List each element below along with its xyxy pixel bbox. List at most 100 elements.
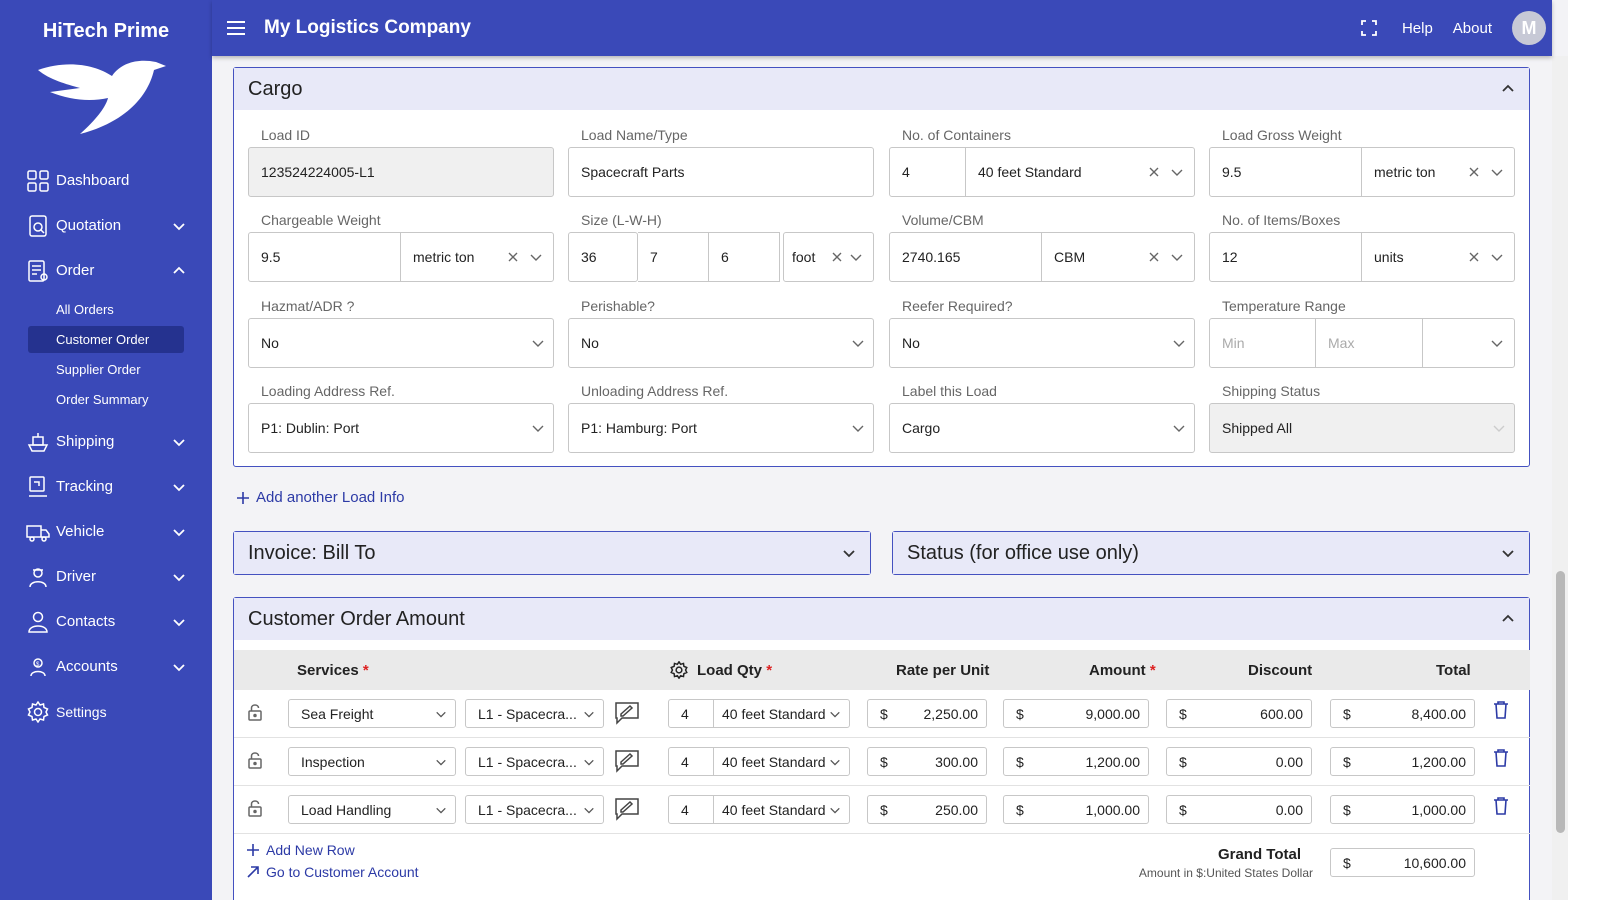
status-panel-header[interactable]: Status (for office use only)	[893, 532, 1529, 574]
currency-symbol: $	[1179, 801, 1187, 818]
submenu-order-summary[interactable]: Order Summary	[56, 392, 149, 407]
rate-input[interactable]: $250.00	[867, 795, 987, 824]
clear-icon[interactable]	[831, 251, 843, 263]
sidebar-item-label: Order	[56, 262, 95, 279]
scrollbar-thumb[interactable]	[1556, 571, 1565, 833]
unloading-address-select[interactable]: P1: Hamburg: Port	[568, 403, 874, 453]
discount-input[interactable]: $0.00	[1166, 795, 1312, 824]
gross-weight-unit-select[interactable]: metric ton	[1362, 148, 1514, 196]
load-name-input[interactable]: Spacecraft Parts	[568, 147, 874, 197]
service-select[interactable]: Inspection	[288, 747, 456, 776]
gear-icon[interactable]	[670, 661, 688, 679]
note-edit-icon[interactable]	[614, 797, 640, 821]
fullscreen-icon[interactable]	[1360, 19, 1378, 37]
volume-value-input[interactable]: 2740.165	[890, 233, 1042, 281]
discount-input[interactable]: $600.00	[1166, 699, 1312, 728]
help-link[interactable]: Help	[1401, 19, 1433, 37]
label-load-select[interactable]: Cargo	[889, 403, 1195, 453]
delete-icon[interactable]	[1492, 796, 1510, 816]
containers-qty-input[interactable]: 4	[890, 148, 966, 196]
sidebar-item-contacts[interactable]: Contacts	[0, 599, 212, 644]
submenu-customer-order[interactable]: Customer Order	[28, 326, 184, 353]
sidebar-item-label: Tracking	[56, 478, 113, 495]
amount-input[interactable]: $1,000.00	[1003, 795, 1149, 824]
unit-select[interactable]: 40 feet Standard	[713, 699, 850, 728]
chargeable-weight-value-input[interactable]: 9.5	[249, 233, 401, 281]
unit-select[interactable]: 40 feet Standard	[713, 747, 850, 776]
delete-icon[interactable]	[1492, 700, 1510, 720]
gross-weight-value-input[interactable]: 9.5	[1210, 148, 1362, 196]
clear-icon[interactable]	[1468, 251, 1480, 263]
qty-input[interactable]: 4	[668, 699, 714, 728]
sidebar-item-vehicle[interactable]: Vehicle	[0, 509, 212, 554]
invoice-panel[interactable]: Invoice: Bill To	[233, 531, 871, 575]
hazmat-select[interactable]: No	[248, 318, 554, 368]
chevron-up-icon[interactable]	[1501, 612, 1515, 626]
amount-input[interactable]: $1,200.00	[1003, 747, 1149, 776]
size-length-input[interactable]: 36	[568, 232, 638, 282]
vertical-scrollbar[interactable]	[1552, 56, 1568, 900]
sidebar-item-shipping[interactable]: Shipping	[0, 419, 212, 464]
temperature-unit-select[interactable]	[1423, 319, 1514, 367]
load-select[interactable]: L1 - Spacecra...	[465, 747, 604, 776]
temperature-min-input[interactable]: Min	[1210, 319, 1316, 367]
amount-input[interactable]: $9,000.00	[1003, 699, 1149, 728]
currency-symbol: $	[1016, 753, 1024, 770]
load-select[interactable]: L1 - Spacecra...	[465, 699, 604, 728]
unit-select[interactable]: 40 feet Standard	[713, 795, 850, 824]
submenu-all-orders[interactable]: All Orders	[56, 302, 114, 317]
bird-logo-icon	[38, 60, 166, 134]
submenu-supplier-order[interactable]: Supplier Order	[56, 362, 141, 377]
lock-icon[interactable]	[244, 797, 266, 819]
status-panel[interactable]: Status (for office use only)	[892, 531, 1530, 575]
about-link[interactable]: About	[1452, 19, 1492, 37]
load-select[interactable]: L1 - Spacecra...	[465, 795, 604, 824]
sidebar-item-quotation[interactable]: Quotation	[0, 203, 212, 248]
chevron-up-icon[interactable]	[1501, 82, 1515, 96]
label-load-value: Cargo	[902, 420, 941, 436]
add-load-link[interactable]: Add another Load Info	[236, 489, 404, 506]
note-edit-icon[interactable]	[614, 749, 640, 773]
perishable-field: Perishable? No	[568, 298, 874, 370]
service-select[interactable]: Sea Freight	[288, 699, 456, 728]
go-customer-account-link[interactable]: Go to Customer Account	[246, 864, 419, 880]
temperature-max-input[interactable]: Max	[1316, 319, 1423, 367]
order-amount-header[interactable]: Customer Order Amount	[234, 598, 1529, 640]
cargo-panel-header[interactable]: Cargo	[234, 68, 1529, 110]
note-edit-icon[interactable]	[614, 701, 640, 725]
clear-icon[interactable]	[1148, 166, 1160, 178]
clear-icon[interactable]	[507, 251, 519, 263]
perishable-select[interactable]: No	[568, 318, 874, 368]
lock-icon[interactable]	[244, 749, 266, 771]
chargeable-weight-unit-select[interactable]: metric ton	[401, 233, 553, 281]
sidebar-item-driver[interactable]: Driver	[0, 554, 212, 599]
reefer-select[interactable]: No	[889, 318, 1195, 368]
items-value-input[interactable]: 12	[1210, 233, 1362, 281]
rate-input[interactable]: $300.00	[867, 747, 987, 776]
clear-icon[interactable]	[1468, 166, 1480, 178]
qty-input[interactable]: 4	[668, 795, 714, 824]
invoice-panel-header[interactable]: Invoice: Bill To	[234, 532, 870, 574]
qty-input[interactable]: 4	[668, 747, 714, 776]
sidebar-item-accounts[interactable]: $ Accounts	[0, 644, 212, 689]
sidebar-item-order[interactable]: Order	[0, 248, 212, 293]
volume-unit-select[interactable]: CBM	[1042, 233, 1194, 281]
size-width-input[interactable]: 7	[638, 232, 709, 282]
add-row-link[interactable]: Add New Row	[246, 842, 355, 858]
delete-icon[interactable]	[1492, 748, 1510, 768]
size-unit-select[interactable]: foot	[783, 232, 874, 282]
rate-input[interactable]: $2,250.00	[867, 699, 987, 728]
service-select[interactable]: Load Handling	[288, 795, 456, 824]
avatar[interactable]: M	[1512, 11, 1546, 45]
hamburger-menu-icon[interactable]	[224, 16, 248, 40]
loading-address-select[interactable]: P1: Dublin: Port	[248, 403, 554, 453]
sidebar-item-dashboard[interactable]: Dashboard	[0, 158, 212, 203]
sidebar-item-settings[interactable]: Settings	[0, 689, 212, 734]
clear-icon[interactable]	[1148, 251, 1160, 263]
sidebar-item-tracking[interactable]: Tracking	[0, 464, 212, 509]
size-height-input[interactable]: 6	[708, 232, 780, 282]
lock-icon[interactable]	[244, 701, 266, 723]
discount-input[interactable]: $0.00	[1166, 747, 1312, 776]
items-unit-select[interactable]: units	[1362, 233, 1514, 281]
container-type-select[interactable]: 40 feet Standard	[966, 148, 1194, 196]
